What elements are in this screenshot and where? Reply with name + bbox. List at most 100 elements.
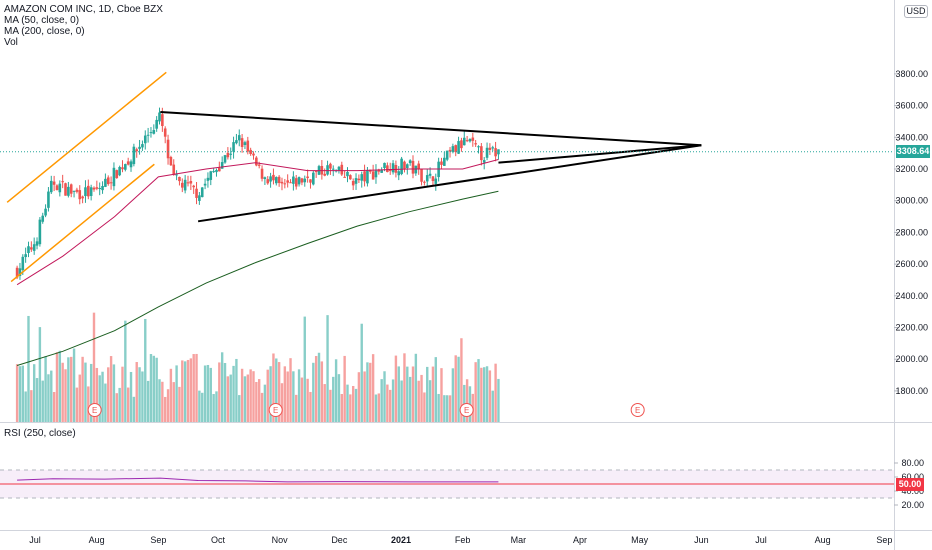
price-axis-label: 3400.00 [895, 132, 928, 142]
volume-bar [183, 361, 187, 422]
candle-body [98, 188, 101, 190]
volume-bar [203, 365, 207, 422]
volume-bar [431, 366, 435, 422]
candle-body [38, 219, 42, 245]
candle-body [163, 128, 167, 137]
volume-bar [340, 393, 343, 422]
candle-body [400, 158, 403, 175]
volume-bar [201, 392, 204, 422]
legend-symbol[interactable]: AMAZON COM INC, 1D, Cboe BZX [4, 4, 163, 15]
volume-bar [440, 368, 443, 422]
candle-body [257, 164, 261, 166]
time-axis-label: Apr [573, 535, 587, 545]
candle-body [411, 160, 415, 174]
candle-body [124, 164, 127, 170]
candle-body [55, 185, 59, 190]
volume-bar [371, 354, 375, 422]
time-axis-label: Jun [694, 535, 709, 545]
volume-bar [417, 380, 420, 422]
volume-bar [374, 394, 378, 422]
candle-body [391, 163, 395, 173]
currency-badge[interactable]: USD [904, 5, 928, 18]
volume-bar [443, 395, 446, 422]
volume-bar [243, 376, 247, 422]
volume-bar [166, 389, 170, 422]
rsi-value-badge: 50.00 [896, 477, 924, 491]
volume-bar [35, 378, 39, 422]
volume-bars [15, 312, 500, 422]
candle-body [312, 172, 315, 185]
volume-bar [314, 355, 318, 422]
volume-bar [209, 367, 212, 422]
volume-bar [195, 353, 198, 422]
time-axis-label: Jul [29, 535, 41, 545]
volume-bar [346, 384, 349, 422]
volume-bar [283, 366, 287, 422]
candle-body [129, 161, 133, 168]
volume-bar [343, 355, 346, 422]
volume-bar [397, 366, 400, 422]
candle-body [303, 178, 307, 183]
volume-bar [121, 366, 124, 422]
volume-bar [155, 357, 158, 422]
earnings-label: E [92, 406, 97, 415]
candle-body [186, 182, 190, 184]
candle-body [192, 185, 195, 188]
rsi-axis-label: 20.00 [901, 500, 924, 510]
candles [15, 107, 500, 280]
candle-body [35, 241, 39, 246]
volume-bar [104, 383, 107, 422]
candle-body [460, 140, 463, 149]
volume-bar [255, 381, 258, 422]
candle-body [169, 157, 173, 166]
volume-bar [30, 390, 33, 422]
candle-body [155, 119, 158, 129]
legend-ma200[interactable]: MA (200, close, 0) [4, 26, 85, 37]
candle-body [229, 153, 233, 155]
volume-bar [337, 374, 341, 422]
candle-body [52, 181, 56, 185]
volume-bar [411, 366, 415, 422]
candle-body [47, 191, 50, 208]
candle-body [237, 135, 241, 141]
candle-body [263, 177, 267, 180]
candle-body [397, 171, 401, 176]
candle-body [386, 165, 389, 173]
rsi-legend[interactable]: RSI (250, close) [4, 428, 76, 439]
volume-bar [158, 379, 161, 422]
volume-bar [186, 359, 190, 422]
candle-body [249, 149, 252, 155]
volume-bar [394, 355, 398, 422]
candle-body [69, 184, 73, 194]
candle-body [87, 185, 90, 197]
volume-bar [252, 371, 255, 422]
legend-ma50[interactable]: MA (50, close, 0) [4, 15, 80, 26]
volume-bar [369, 362, 372, 422]
volume-bar [297, 369, 301, 422]
candle-body [306, 176, 309, 179]
candle-body [223, 155, 227, 163]
time-axis-label: May [631, 535, 649, 545]
volume-bar [312, 362, 315, 422]
volume-bar [38, 327, 42, 422]
candle-body [209, 171, 213, 180]
channel-lower-line [10, 163, 155, 283]
volume-bar [226, 376, 230, 422]
volume-bar [483, 367, 486, 422]
candle-body [277, 176, 281, 184]
legend-vol[interactable]: Vol [4, 37, 18, 48]
candle-body [354, 178, 358, 184]
volume-bar [266, 369, 269, 422]
candle-body [272, 174, 275, 181]
time-axis-label: Oct [211, 535, 226, 545]
volume-bar [112, 364, 116, 422]
volume-bar [181, 360, 184, 422]
volume-bar [391, 379, 395, 422]
volume-bar [383, 371, 386, 422]
candle-body [61, 181, 64, 183]
rsi-axis-label: 40.00 [901, 486, 924, 496]
volume-bar [161, 381, 164, 422]
candle-body [252, 153, 255, 156]
